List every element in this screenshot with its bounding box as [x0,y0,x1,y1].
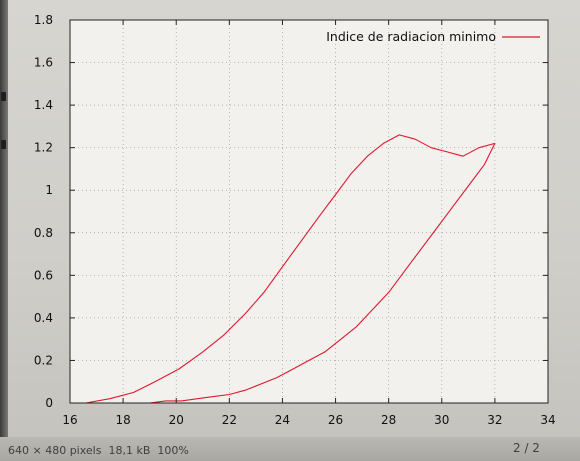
y-tick-label: 1.4 [34,98,53,112]
edge-marker [1,140,6,149]
x-tick-label: 22 [222,413,237,427]
status-bar [0,437,580,461]
y-tick-label: 0.8 [34,226,53,240]
x-tick-label: 30 [434,413,449,427]
x-tick-label: 20 [169,413,184,427]
x-tick-label: 18 [115,413,130,427]
y-tick-label: 1 [45,183,53,197]
x-tick-label: 26 [328,413,343,427]
plot-border [69,19,549,404]
axis-ticks: 16 18 20 22 24 26 28 30 32 34 0 0.2 0.4 0.6 0.8 1 1.2 1.4… [34,13,556,427]
edge-marker [1,92,6,101]
plot-area [70,20,548,403]
series-line [85,134,496,404]
page-indicator: 2 / 2 [513,441,540,455]
y-tick-label: 1.6 [34,56,53,70]
x-tick-label: 34 [540,413,555,427]
y-tick-label: 0 [45,396,53,410]
legend-label: Indice de radiacion minimo [326,29,496,44]
x-tick-label: 16 [62,413,77,427]
image-info-text: 640 × 480 pixels 18,1 kB 100% [8,444,189,457]
y-tick-label: 1.2 [34,141,53,155]
x-tick-label: 24 [275,413,290,427]
x-tick-label: 28 [381,413,396,427]
data-lines [85,134,496,404]
y-tick-label: 0.6 [34,268,53,282]
y-tick-label: 1.8 [34,13,53,27]
y-tick-label: 0.4 [34,311,53,325]
window-edge-shadow [0,0,8,461]
x-tick-label: 32 [487,413,502,427]
legend: Indice de radiacion minimo [326,29,540,44]
y-tick-label: 0.2 [34,353,53,367]
